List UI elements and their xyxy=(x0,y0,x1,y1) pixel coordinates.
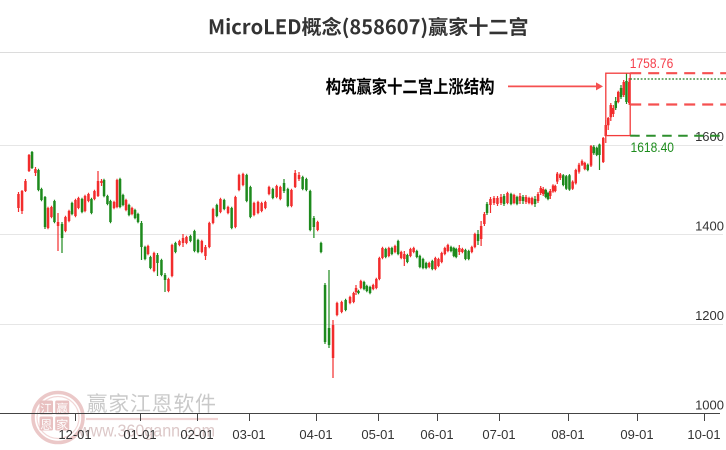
svg-text:05-01: 05-01 xyxy=(361,427,394,442)
svg-text:12-01: 12-01 xyxy=(58,427,91,442)
svg-text:09-01: 09-01 xyxy=(620,427,653,442)
svg-text:1758.76: 1758.76 xyxy=(630,55,674,71)
svg-text:03-01: 03-01 xyxy=(232,427,265,442)
svg-text:08-01: 08-01 xyxy=(551,427,584,442)
svg-text:1000: 1000 xyxy=(695,398,724,413)
svg-text:1618.40: 1618.40 xyxy=(631,139,675,155)
svg-text:07-01: 07-01 xyxy=(482,427,515,442)
svg-text:06-01: 06-01 xyxy=(420,427,453,442)
svg-text:01-01: 01-01 xyxy=(123,427,156,442)
svg-text:02-01: 02-01 xyxy=(180,427,213,442)
svg-text:04-01: 04-01 xyxy=(299,427,332,442)
svg-text:www.360gann.com: www.360gann.com xyxy=(78,421,215,441)
svg-text:10-01: 10-01 xyxy=(687,427,720,442)
svg-text:1600: 1600 xyxy=(695,129,724,144)
svg-text:1400: 1400 xyxy=(695,219,724,234)
svg-text:1200: 1200 xyxy=(695,308,724,323)
